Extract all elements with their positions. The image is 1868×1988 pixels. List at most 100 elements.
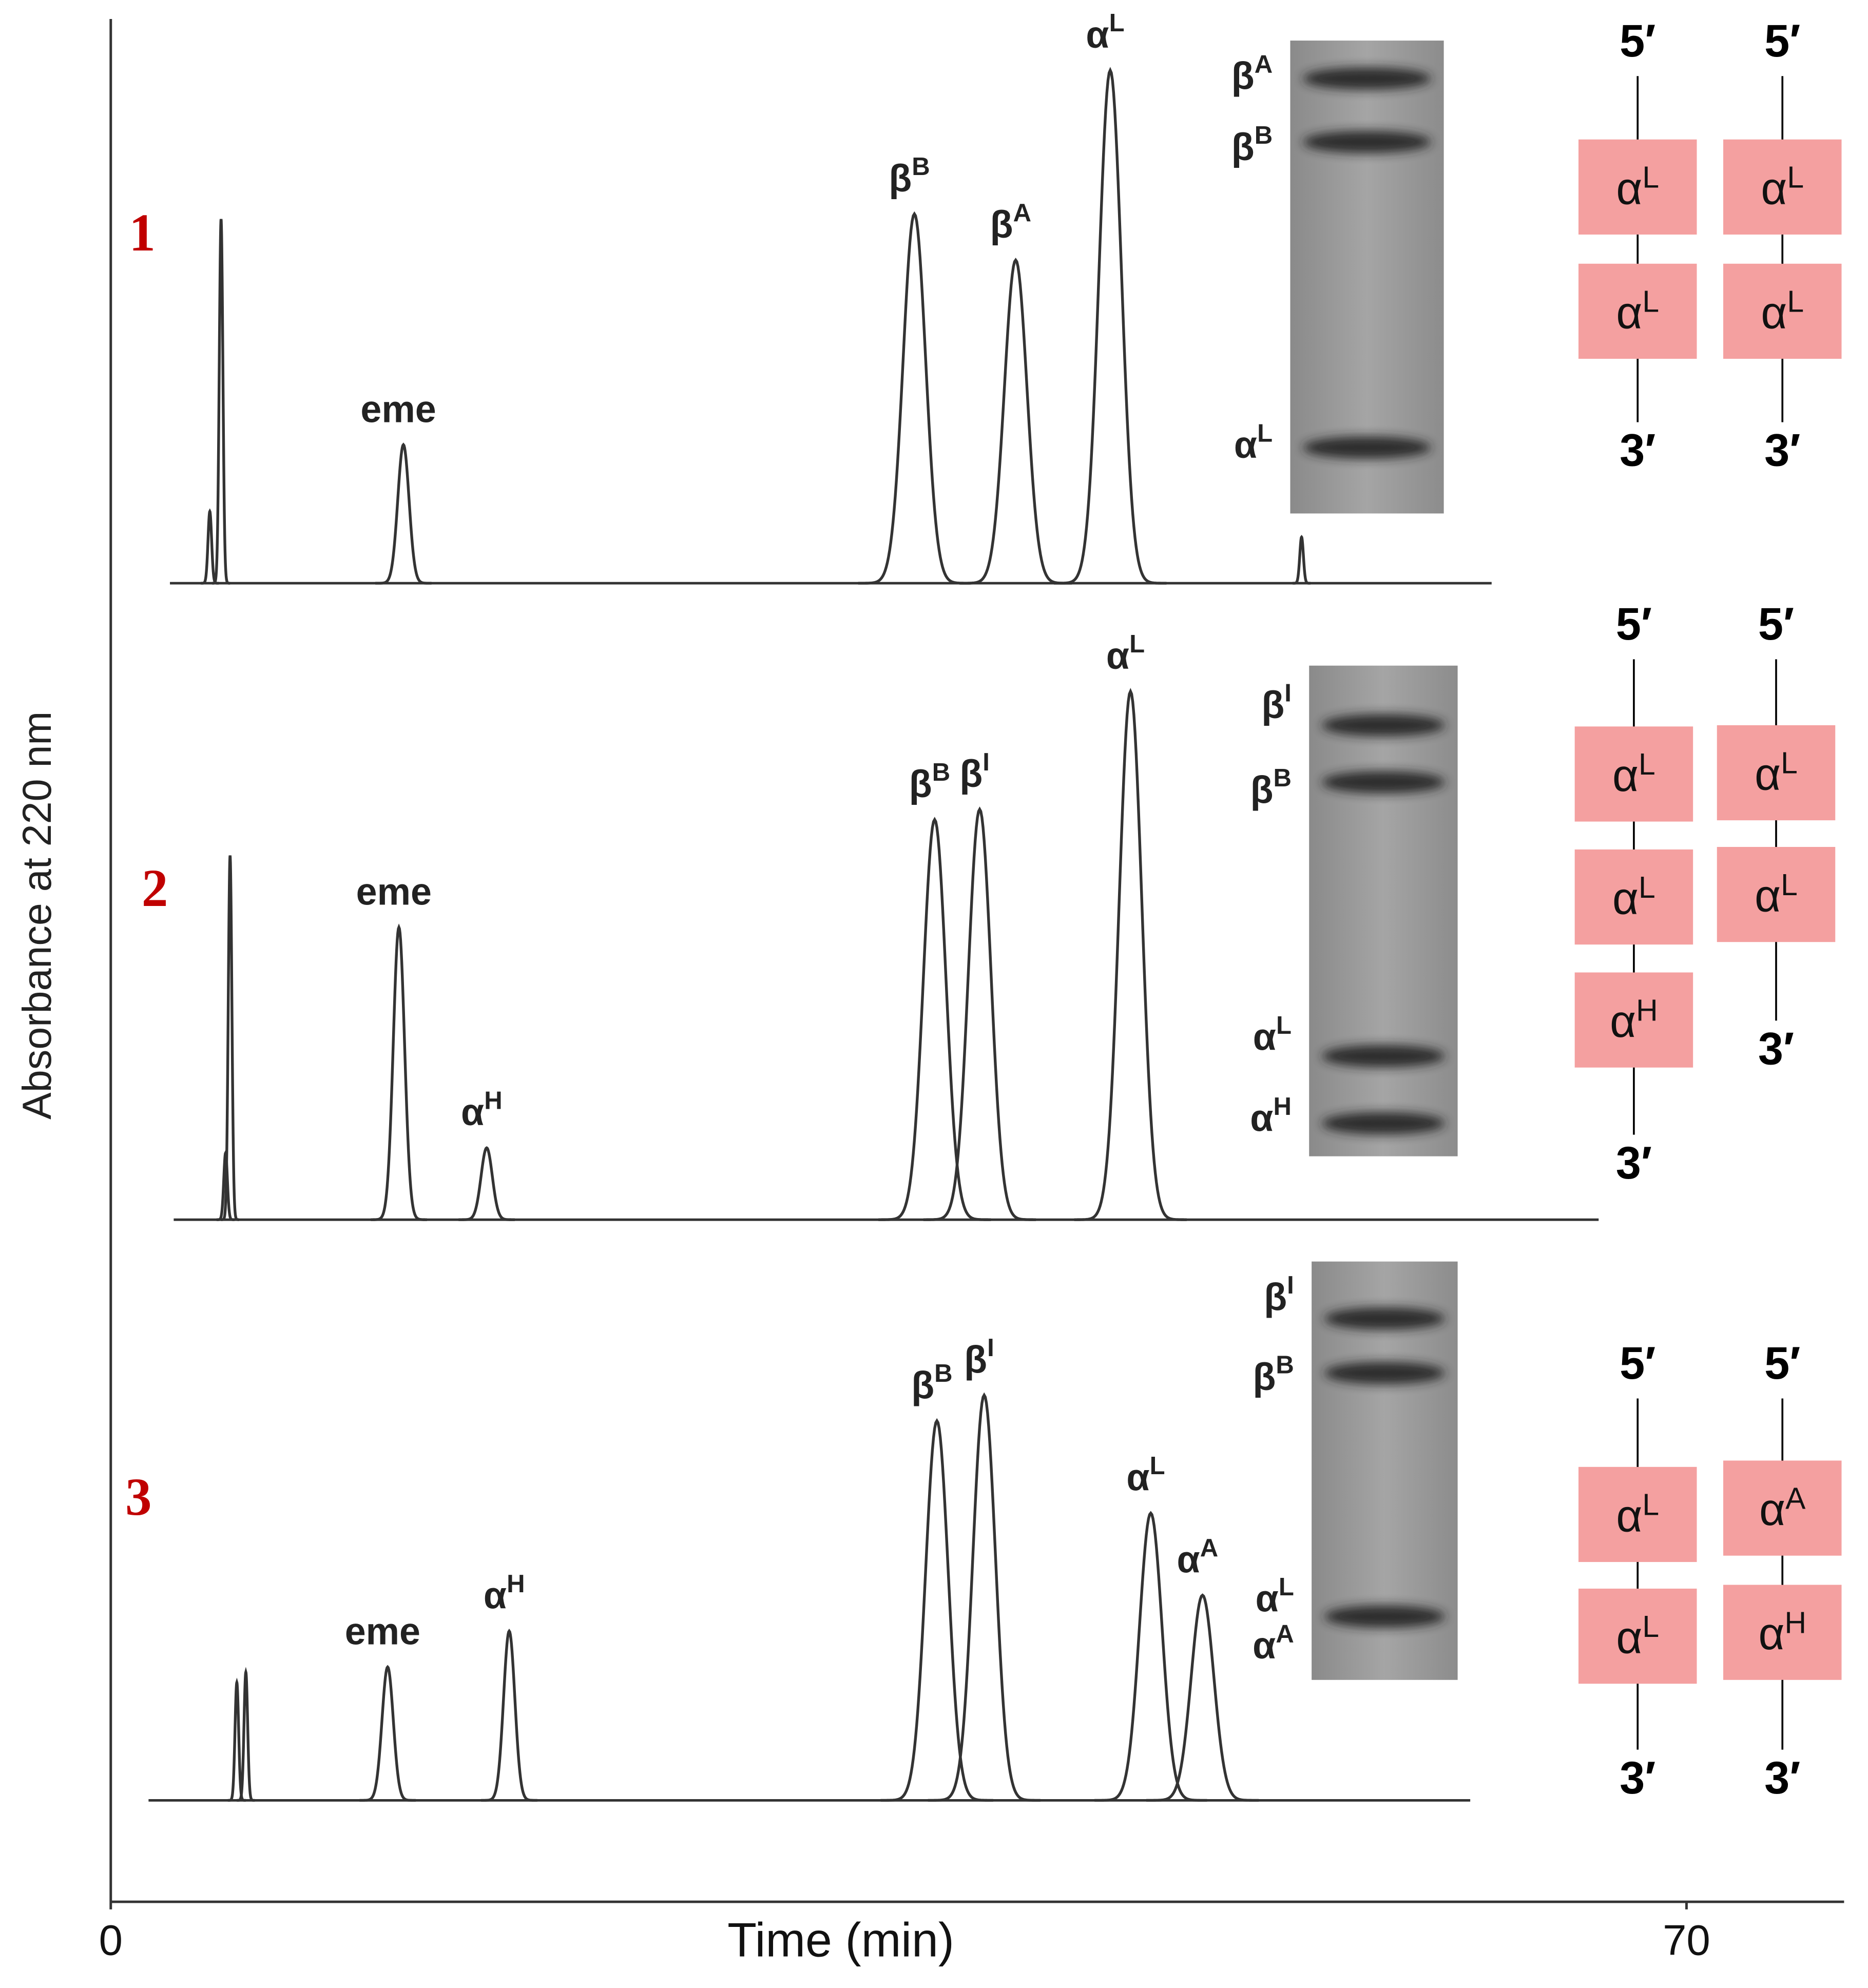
strand-box-label-sup: L: [1781, 746, 1798, 780]
strand-3-end: 3′: [1764, 1752, 1800, 1803]
peak: [371, 923, 427, 1221]
strand-box-label-base: α: [1759, 1484, 1785, 1535]
gel-band-label: αL: [1256, 1573, 1294, 1619]
strand-box-label-sup: L: [1787, 284, 1804, 318]
peak-label: βB: [909, 758, 950, 805]
y-axis-label: Absorbance at 220 nm: [14, 711, 60, 1120]
strand-box-label: αL: [1612, 747, 1655, 801]
strand-box-label-base: α: [1616, 1491, 1642, 1541]
gel-band-label-sup: H: [1273, 1092, 1291, 1121]
strand-box-label-sup: L: [1781, 867, 1798, 901]
gel-band-label: βI: [1264, 1271, 1294, 1318]
gel-band-label-base: β: [1250, 768, 1274, 810]
strand-box: [1723, 1460, 1842, 1556]
strand-5-end: 5′: [1764, 1338, 1800, 1388]
gel-band-label: αH: [1250, 1092, 1292, 1139]
strand-5-end: 5′: [1616, 599, 1652, 649]
strand-box-label-base: α: [1612, 873, 1639, 924]
peak-label-sup: B: [912, 152, 930, 181]
strand-box-label-sup: A: [1785, 1481, 1806, 1515]
strand-5-end: 5′: [1764, 15, 1800, 66]
peak: [959, 257, 1072, 585]
gel-band-label-base: α: [1256, 1577, 1279, 1619]
peak: [1146, 1593, 1259, 1802]
peak: [237, 1667, 255, 1802]
peak: [878, 817, 991, 1221]
panel-label: 1: [129, 204, 155, 262]
gel-band-label-sup: B: [1255, 121, 1273, 149]
strand-box-label-base: α: [1755, 871, 1781, 921]
strand-3-end: 3′: [1764, 424, 1800, 475]
strand-box-label: αL: [1616, 284, 1659, 338]
x-tick-label: 70: [1663, 1916, 1710, 1964]
gel-band: [1321, 1045, 1446, 1068]
strand-box: [1578, 1466, 1697, 1562]
gel-band: [1302, 130, 1432, 153]
strand-box-label: αL: [1761, 284, 1804, 338]
gel-band-label: βA: [1231, 50, 1273, 96]
peak: [212, 219, 230, 585]
gel-band: [1324, 1307, 1446, 1330]
x-tick-label: 0: [99, 1916, 123, 1964]
peak: [928, 1392, 1041, 1802]
gel-band: [1321, 713, 1446, 737]
gel-band-label: βB: [1253, 1351, 1294, 1398]
peak-label: αL: [1086, 9, 1124, 55]
peak: [481, 1628, 537, 1802]
strand-box: [1578, 1588, 1697, 1684]
gel-band-label-sup: I: [1284, 679, 1292, 707]
gel-band: [1302, 67, 1432, 90]
strand-box-label-base: α: [1761, 287, 1787, 338]
gel-band-label-base: β: [1264, 1275, 1287, 1318]
peak-label-sup: B: [932, 758, 950, 786]
strand-box-label-base: α: [1755, 749, 1781, 800]
gel-band-label: αA: [1253, 1619, 1294, 1666]
strand-box-label: αH: [1610, 993, 1658, 1047]
peak-label-base: α: [484, 1574, 507, 1616]
gel-band-label: αL: [1253, 1011, 1292, 1058]
gel-band-label-sup: A: [1255, 50, 1273, 78]
strand-box: [1723, 139, 1842, 235]
gel-band-label-base: β: [1261, 683, 1284, 726]
peak-label-sup: L: [1109, 9, 1125, 37]
strand-box-label-base: α: [1616, 1612, 1642, 1663]
panel-label: 3: [125, 1468, 151, 1526]
peak-label-base: α: [1177, 1538, 1200, 1580]
peak-label-base: β: [990, 203, 1013, 245]
strand-box-label: αL: [1616, 1488, 1659, 1541]
peak-label: eme: [360, 388, 436, 430]
strand-5-end: 5′: [1620, 1338, 1655, 1388]
peak-label-sup: I: [987, 1334, 994, 1362]
panel-label: 2: [142, 859, 168, 918]
peak: [359, 1665, 416, 1802]
gel-band-label-base: β: [1231, 54, 1255, 96]
peak-label-base: β: [911, 1363, 934, 1406]
peak: [1293, 534, 1311, 585]
gel-band-label-sup: B: [1273, 764, 1291, 792]
strand-box: [1578, 139, 1697, 235]
gel-band: [1324, 1361, 1446, 1385]
peak-label-sup: B: [934, 1359, 952, 1387]
x-axis-label: Time (min): [727, 1913, 954, 1966]
peak-label-base: eme: [356, 870, 432, 913]
strand-box: [1723, 1585, 1842, 1680]
gel-band: [1302, 436, 1432, 459]
strand-box-label: αL: [1616, 160, 1659, 214]
peak-label-sup: A: [1013, 199, 1031, 227]
strand-3-end: 3′: [1616, 1137, 1652, 1188]
gel-band-label: βB: [1231, 121, 1273, 168]
peak-label: αL: [1106, 630, 1145, 677]
peak-label-sup: L: [1150, 1452, 1165, 1480]
gel-band-label-sup: B: [1276, 1351, 1294, 1379]
strand-3-end: 3′: [1620, 1752, 1655, 1803]
peak-label-base: α: [461, 1090, 484, 1133]
peak-label-sup: L: [1129, 630, 1145, 658]
peak-label-sup: H: [507, 1570, 525, 1598]
gel-band-label-base: α: [1253, 1015, 1276, 1058]
peak: [458, 1146, 515, 1221]
strand-box-label-sup: L: [1642, 1488, 1659, 1521]
strand-box: [1717, 725, 1836, 821]
strand-box-label: αL: [1612, 870, 1655, 924]
peak-label: βI: [964, 1334, 994, 1380]
